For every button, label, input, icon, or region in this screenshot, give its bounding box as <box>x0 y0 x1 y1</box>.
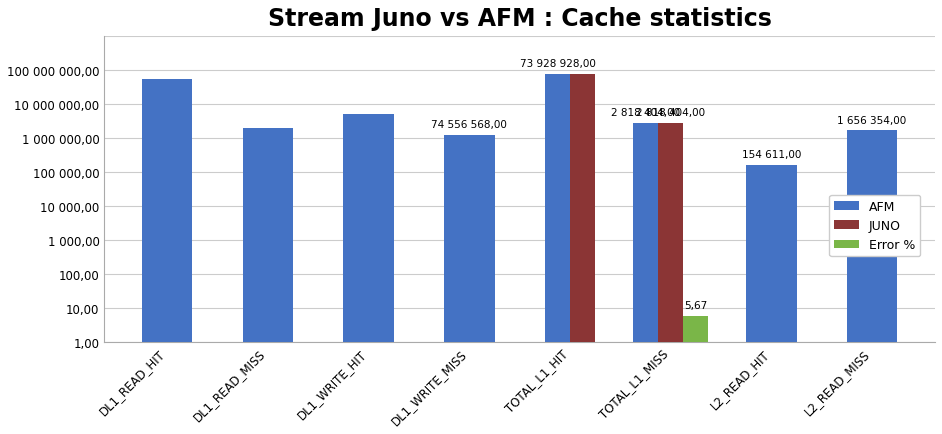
Bar <box>142 80 192 434</box>
Bar <box>847 131 898 434</box>
Bar <box>570 75 595 434</box>
Bar <box>445 136 495 434</box>
Bar <box>633 123 658 434</box>
Bar <box>746 166 797 434</box>
Legend: AFM, JUNO, Error %: AFM, JUNO, Error % <box>829 195 920 256</box>
Text: 74 556 568,00: 74 556 568,00 <box>431 120 508 130</box>
Bar <box>344 115 394 434</box>
Bar <box>683 316 708 434</box>
Text: 2 818 404,00: 2 818 404,00 <box>636 108 706 117</box>
Bar <box>658 123 683 434</box>
Text: 5,67: 5,67 <box>684 300 707 310</box>
Bar <box>544 75 570 434</box>
Text: 1 656 354,00: 1 656 354,00 <box>837 115 907 125</box>
Title: Stream Juno vs AFM : Cache statistics: Stream Juno vs AFM : Cache statistics <box>268 7 771 31</box>
Text: 73 928 928,00: 73 928 928,00 <box>519 59 595 69</box>
Bar <box>243 128 293 434</box>
Text: 154 611,00: 154 611,00 <box>741 150 801 160</box>
Text: 2 818 404,00: 2 818 404,00 <box>611 108 680 117</box>
